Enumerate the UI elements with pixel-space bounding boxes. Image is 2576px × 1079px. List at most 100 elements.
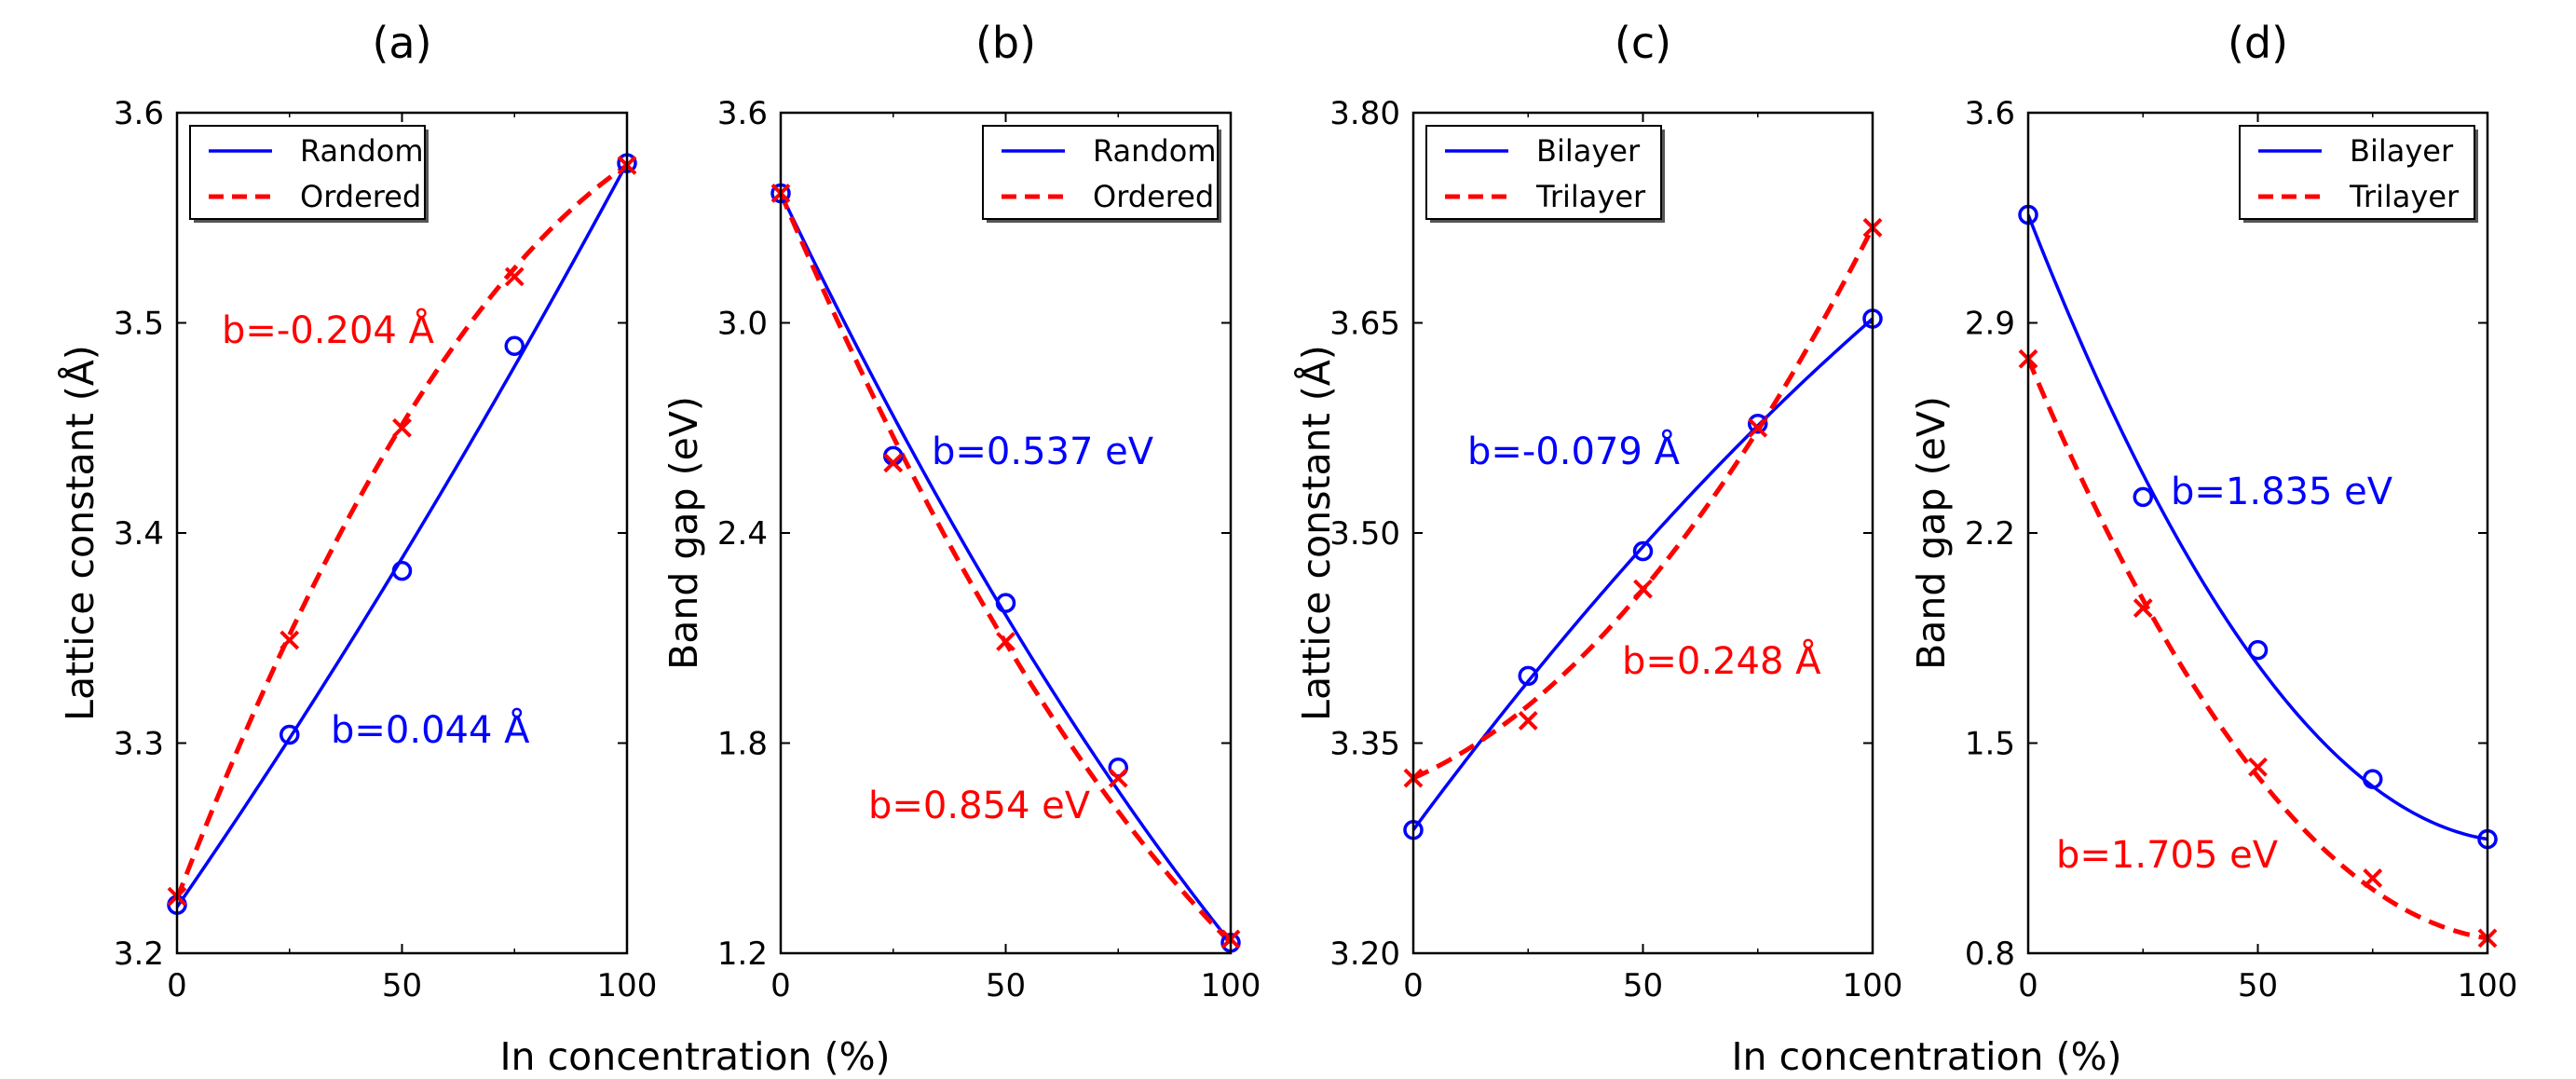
x-tick-label: 100 bbox=[597, 967, 658, 1004]
y-tick-label: 3.6 bbox=[717, 95, 768, 132]
data-point-trilayer bbox=[1518, 711, 1538, 731]
data-point-ordered bbox=[996, 632, 1015, 651]
data-point-random bbox=[995, 593, 1016, 613]
data-point-trilayer bbox=[2248, 757, 2268, 777]
x-tick-label: 100 bbox=[1843, 967, 1903, 1004]
legend-label-trilayer: Trilayer bbox=[1535, 179, 1646, 214]
x-axis-label-left: In concentration (%) bbox=[499, 1034, 890, 1079]
data-point-ordered bbox=[883, 453, 904, 473]
y-tick-label: 3.3 bbox=[114, 726, 164, 763]
x-axis-label-right: In concentration (%) bbox=[1731, 1034, 2121, 1079]
y-axis-label: Lattice constant (Å) bbox=[58, 345, 102, 721]
data-point-bilayer bbox=[2363, 769, 2383, 789]
series-line-random bbox=[781, 192, 1231, 944]
data-point-bilayer bbox=[1632, 540, 1654, 562]
x-tick-label: 0 bbox=[167, 967, 187, 1004]
chart-panel-c: (c) Lattice constant (Å) 0 50 100 3.20 3.35 3.5… bbox=[1294, 18, 1902, 1004]
y-tick-label: 1.5 bbox=[1965, 726, 2015, 763]
data-point-random bbox=[391, 560, 413, 581]
y-tick-label: 1.8 bbox=[717, 726, 768, 763]
legend-box bbox=[1425, 125, 1662, 220]
series-line-bilayer bbox=[1413, 317, 1873, 831]
legend: Random Ordered bbox=[982, 125, 1221, 223]
y-tick-label: 3.4 bbox=[114, 515, 164, 553]
y-tick-label: 2.2 bbox=[1965, 515, 2015, 553]
bowing-annotation: b=0.248 Å bbox=[1622, 638, 1821, 683]
bowing-annotation: b=1.705 eV bbox=[2056, 834, 2279, 877]
bowing-annotation: b=0.044 Å bbox=[331, 707, 530, 752]
bowing-annotation: b=0.854 eV bbox=[868, 785, 1091, 827]
y-tick-label: 3.6 bbox=[114, 95, 164, 132]
bowing-annotation: b=-0.204 Å bbox=[222, 307, 435, 352]
y-tick-label: 3.65 bbox=[1329, 306, 1400, 343]
x-tick-label: 0 bbox=[1403, 967, 1424, 1004]
y-tick-label: 3.2 bbox=[114, 936, 164, 973]
data-point-ordered bbox=[279, 630, 300, 650]
y-axis-label: Band gap (eV) bbox=[661, 396, 706, 670]
y-tick-label: 3.5 bbox=[114, 306, 164, 343]
data-point-trilayer bbox=[2363, 868, 2383, 888]
legend: Bilayer Trilayer bbox=[1425, 125, 1665, 223]
series-line-trilayer bbox=[1413, 226, 1873, 781]
x-tick-label: 0 bbox=[2018, 967, 2038, 1004]
data-point-bilayer bbox=[2133, 486, 2153, 508]
data-point-trilayer bbox=[1748, 417, 1768, 438]
panel-title: (a) bbox=[372, 18, 431, 68]
panel-title: (d) bbox=[2228, 18, 2288, 68]
data-point-ordered bbox=[392, 417, 412, 438]
panel-title: (c) bbox=[1615, 18, 1671, 68]
chart-panel-a: (a) Lattice constant (Å) 0 50 100 3.2 3.3 3.4 3.… bbox=[58, 18, 657, 1004]
x-tick-label: 100 bbox=[1201, 967, 1261, 1004]
x-tick-label: 50 bbox=[986, 967, 1026, 1004]
bowing-annotation: b=0.537 eV bbox=[932, 430, 1154, 473]
legend-label-trilayer: Trilayer bbox=[2349, 179, 2460, 214]
x-tick-label: 50 bbox=[2238, 967, 2278, 1004]
y-tick-label: 3.0 bbox=[717, 306, 768, 343]
y-tick-label: 1.2 bbox=[717, 936, 768, 973]
chart-panel-d: (d) Band gap (eV) 0 50 100 0.8 1.5 2.2 2.9 3.6 Bil… bbox=[1909, 18, 2517, 1004]
bowing-annotation: b=-0.079 Å bbox=[1467, 429, 1681, 473]
legend-label-ordered: Ordered bbox=[300, 179, 421, 214]
x-tick-label: 50 bbox=[1623, 967, 1663, 1004]
y-tick-label: 2.9 bbox=[1965, 306, 2015, 343]
legend-label-random: Random bbox=[1093, 133, 1216, 169]
chart-panels: (a) Lattice constant (Å) 0 50 100 3.2 3.3 3.4 3.… bbox=[58, 18, 2517, 1004]
plot-frame bbox=[779, 111, 1233, 955]
data-point-random bbox=[504, 335, 525, 357]
data-point-bilayer bbox=[1518, 665, 1538, 687]
panel-title: (b) bbox=[975, 18, 1036, 68]
data-point-random bbox=[279, 724, 300, 745]
legend: Bilayer Trilayer bbox=[2239, 125, 2478, 223]
x-tick-label: 0 bbox=[770, 967, 791, 1004]
y-tick-label: 3.6 bbox=[1965, 95, 2015, 132]
legend-box bbox=[2239, 125, 2475, 220]
data-point-bilayer bbox=[1748, 413, 1768, 434]
series-line-bilayer bbox=[2028, 213, 2487, 841]
legend-box bbox=[189, 125, 426, 220]
y-axis-label: Lattice constant (Å) bbox=[1294, 345, 1339, 721]
legend-label-bilayer: Bilayer bbox=[2350, 133, 2454, 169]
bowing-annotation: b=1.835 eV bbox=[2171, 471, 2393, 513]
y-tick-label: 3.20 bbox=[1329, 936, 1400, 973]
series-line-random bbox=[177, 162, 627, 908]
plot-frame bbox=[175, 111, 629, 955]
y-tick-label: 2.4 bbox=[717, 515, 768, 553]
data-point-ordered bbox=[504, 266, 525, 287]
data-point-trilayer bbox=[1633, 579, 1653, 599]
y-axis-label: Band gap (eV) bbox=[1909, 396, 1954, 670]
y-tick-label: 3.80 bbox=[1329, 95, 1400, 132]
data-point-trilayer bbox=[2133, 598, 2153, 618]
legend-label-ordered: Ordered bbox=[1093, 179, 1214, 214]
series-line-trilayer bbox=[2028, 358, 2487, 941]
legend-box bbox=[982, 125, 1219, 220]
y-tick-label: 3.50 bbox=[1329, 515, 1400, 553]
x-tick-label: 50 bbox=[382, 967, 422, 1004]
legend: Random Ordered bbox=[189, 125, 429, 223]
chart-panel-b: (b) Band gap (eV) 0 50 100 1.2 1.8 2.4 3.0 3.6 Ran… bbox=[661, 18, 1261, 1004]
legend-label-random: Random bbox=[300, 133, 423, 169]
plot-frame bbox=[1411, 111, 1874, 955]
series-line-ordered bbox=[177, 163, 627, 900]
plot-frame bbox=[2026, 111, 2489, 955]
series-line-ordered bbox=[781, 192, 1231, 945]
